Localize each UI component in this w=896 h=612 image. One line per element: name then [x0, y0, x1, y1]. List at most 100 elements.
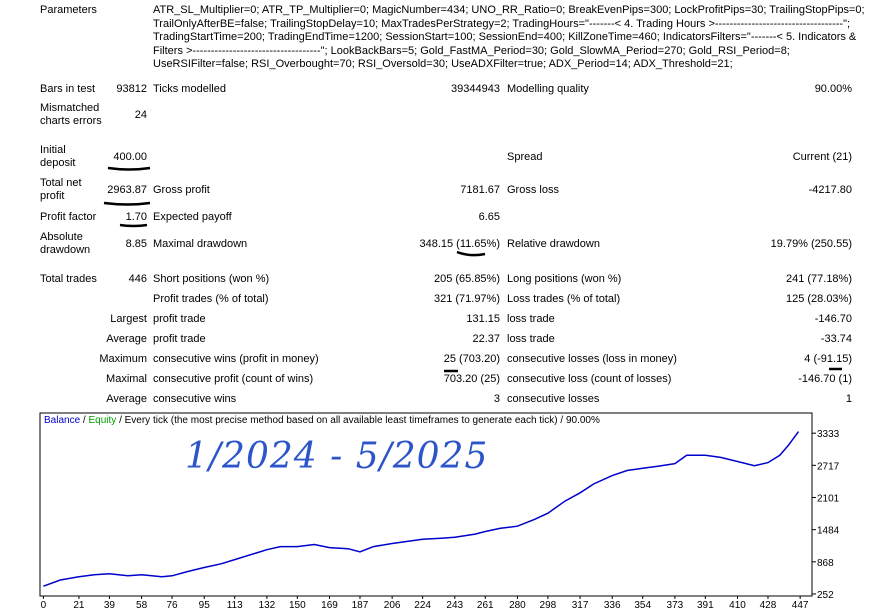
- row-value: 24: [134, 108, 147, 121]
- x-tick-label: 206: [384, 600, 401, 611]
- right-value: 90.00%: [814, 82, 852, 95]
- x-tick-label: 187: [352, 600, 369, 611]
- row-value: Average: [106, 332, 147, 345]
- mid-label: Expected payoff: [153, 210, 232, 223]
- mid-label: Maximal drawdown: [153, 237, 248, 250]
- mid-label: Profit trades (% of total): [153, 292, 269, 305]
- x-tick-label: 373: [667, 600, 684, 611]
- mid-label: consecutive wins (profit in money): [153, 352, 319, 365]
- x-tick-label: 428: [760, 600, 777, 611]
- plot-frame: [39, 412, 813, 597]
- x-tick-label: 39: [104, 600, 116, 611]
- y-tick-label: 868: [817, 558, 834, 569]
- x-tick-label: 150: [289, 600, 306, 611]
- right-value: 125 (28.03%): [785, 292, 852, 305]
- legend-equity: Equity: [88, 415, 117, 426]
- right-value: -4217.80: [808, 183, 852, 196]
- y-tick-label: 2717: [817, 461, 840, 472]
- parameter-line: TradingStartTime=200; TradingEndTime=120…: [153, 31, 857, 43]
- mid-label: Gross profit: [153, 183, 210, 196]
- right-label: Loss trades (% of total): [507, 292, 621, 305]
- row-value: 400.00: [113, 150, 147, 163]
- x-tick-label: 280: [509, 600, 526, 611]
- x-tick-label: 317: [572, 600, 589, 611]
- row-value: 93812: [116, 82, 147, 95]
- mid-value: 131.15: [466, 312, 500, 325]
- x-tick-label: 76: [166, 600, 178, 611]
- row-label: Absolute drawdown: [40, 231, 91, 256]
- parameters-label: Parameters: [40, 4, 97, 16]
- x-tick-label: 261: [477, 600, 494, 611]
- mid-label: profit trade: [153, 312, 206, 325]
- mid-value: 205 (65.85%): [433, 272, 500, 285]
- row-value: Maximal: [106, 372, 147, 385]
- right-label: consecutive losses: [507, 392, 600, 405]
- right-value: 19.79% (250.55): [770, 237, 852, 250]
- right-value: -146.70 (1): [798, 372, 852, 385]
- row-label: Total trades: [40, 272, 97, 285]
- right-value: 4 (-91.15): [804, 352, 852, 365]
- right-label: loss trade: [507, 332, 555, 345]
- separator: /: [82, 415, 86, 426]
- underline: [107, 166, 151, 171]
- y-tick-label: 2101: [817, 493, 840, 504]
- row-value: Maximum: [99, 352, 147, 365]
- row-value: Average: [106, 392, 147, 405]
- x-tick-label: 243: [446, 600, 463, 611]
- x-tick-label: 132: [259, 600, 276, 611]
- right-label: Relative drawdown: [507, 237, 600, 250]
- underline: [456, 250, 486, 257]
- parameter-line: ATR_SL_Multiplier=0; ATR_TP_Multiplier=0…: [153, 4, 865, 16]
- underline: [103, 201, 151, 206]
- x-tick-label: 298: [540, 600, 557, 611]
- right-value: Current (21): [792, 150, 852, 163]
- x-tick-label: 58: [136, 600, 148, 611]
- y-tick-label: 3333: [817, 429, 840, 440]
- x-tick-label: 169: [321, 600, 338, 611]
- right-label: Long positions (won %): [507, 272, 622, 285]
- x-tick-label: 447: [792, 600, 809, 611]
- mid-label: consecutive wins: [153, 392, 237, 405]
- mid-label: Ticks modelled: [153, 82, 226, 95]
- parameter-line: Filters >-------------------------------…: [153, 44, 790, 57]
- mid-value: 703.20 (25): [443, 372, 500, 385]
- mid-value: 3: [493, 392, 500, 405]
- row-value: Largest: [110, 312, 147, 325]
- mid-value: 7181.67: [460, 183, 500, 196]
- right-label: consecutive losses (loss in money): [507, 352, 677, 365]
- x-tick-label: 410: [729, 600, 746, 611]
- x-tick-label: 0: [41, 600, 47, 611]
- mid-value: 348.15 (11.65%): [419, 237, 500, 250]
- row-label: Initial deposit: [40, 144, 76, 169]
- row-value: 446: [128, 272, 147, 285]
- right-value: -146.70: [814, 312, 852, 325]
- row-value: 1.70: [125, 210, 147, 223]
- x-tick-label: 113: [227, 600, 243, 611]
- separator: /: [119, 415, 122, 426]
- row-label: Profit factor: [40, 210, 97, 223]
- right-label: loss trade: [507, 312, 555, 325]
- x-tick-label: 391: [697, 600, 714, 611]
- mid-label: Short positions (won %): [153, 272, 270, 285]
- x-tick-label: 21: [73, 600, 85, 611]
- y-tick-label: 1484: [817, 526, 840, 537]
- legend-balance: Balance: [44, 415, 81, 426]
- mid-value: 6.65: [478, 210, 500, 223]
- y-tick-label: 252: [817, 590, 834, 601]
- x-tick-label: 336: [604, 600, 621, 611]
- parameter-line: TrailOnlyAfterBE=false; TrailingStopDela…: [153, 17, 851, 30]
- right-label: Modelling quality: [507, 82, 589, 95]
- right-label: Spread: [507, 150, 543, 163]
- balance-line: [43, 431, 800, 587]
- parameter-line: UseRSIFilter=false; RSI_Overbought=70; R…: [153, 58, 733, 70]
- right-value: 241 (77.18%): [785, 272, 852, 285]
- right-value: -33.74: [820, 332, 852, 345]
- row-label: Bars in test: [40, 82, 96, 95]
- mid-label: consecutive profit (count of wins): [153, 372, 314, 385]
- row-value: 8.85: [125, 237, 147, 250]
- underline: [119, 223, 148, 228]
- chart-subtitle: Every tick (the most precise method base…: [124, 415, 600, 426]
